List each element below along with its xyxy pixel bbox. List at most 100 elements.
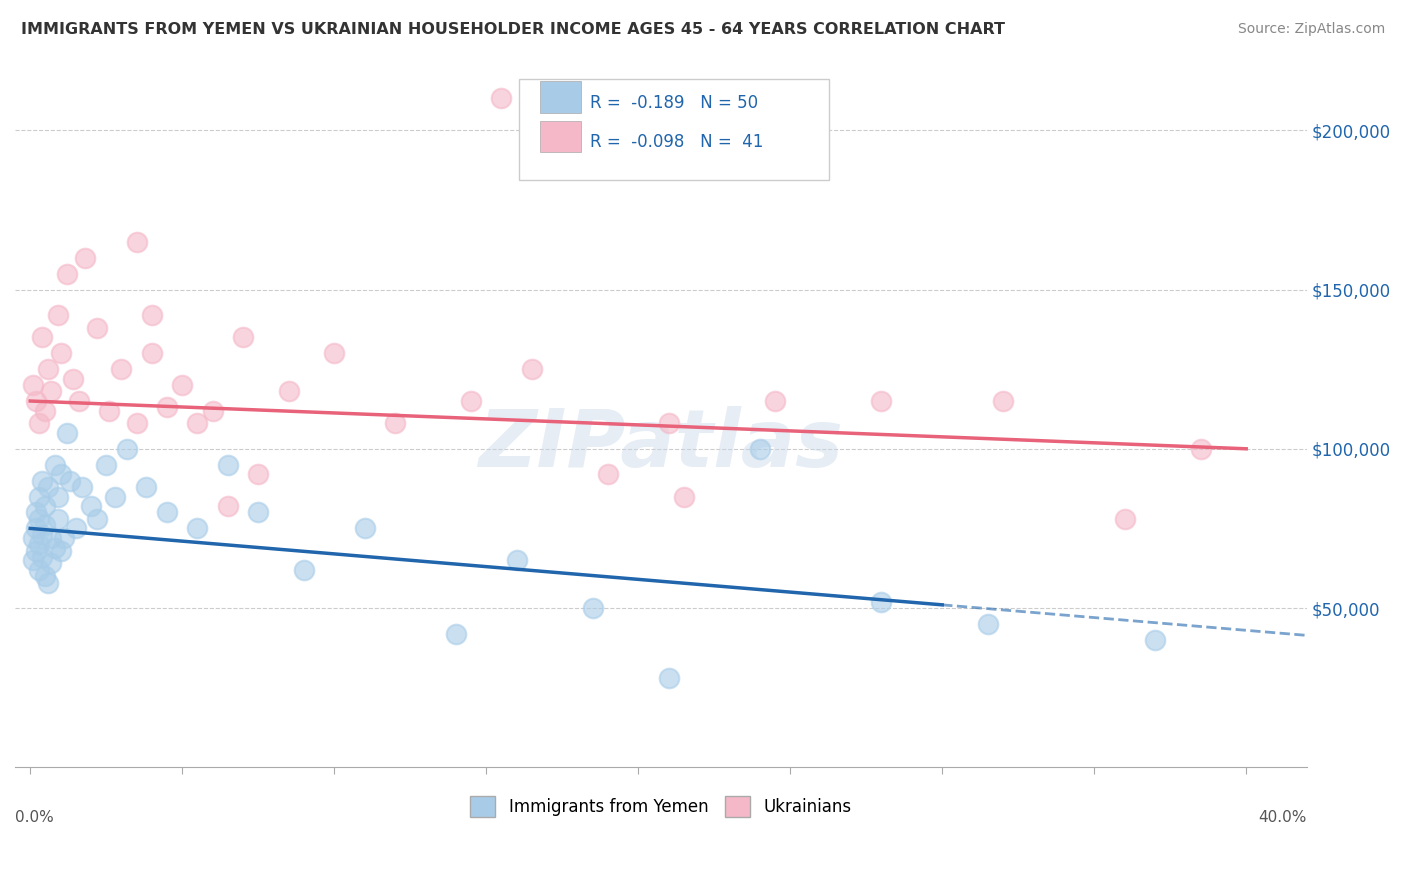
Point (86, 320, 108, 334)
Point (217, 458, 239, 472)
Point (186, 417, 208, 431)
Point (31, 528, 53, 542)
Point (55, 267, 77, 281)
Point (292, 563, 315, 577)
Point (49, 346, 72, 360)
Point (37, 362, 59, 376)
Point (1114, 512, 1136, 526)
Point (28, 490, 51, 504)
Point (22, 531, 45, 545)
Point (46, 512, 69, 526)
Text: 0.0%: 0.0% (15, 810, 53, 825)
Point (125, 417, 148, 431)
Point (763, 394, 786, 409)
Point (201, 403, 224, 417)
Point (70, 480, 93, 494)
Point (658, 671, 681, 685)
Point (65, 521, 87, 535)
Point (1143, 632, 1166, 647)
Point (384, 417, 406, 431)
Point (672, 490, 695, 504)
FancyBboxPatch shape (540, 121, 581, 153)
Point (156, 401, 179, 415)
Point (46, 308, 69, 322)
Point (104, 490, 127, 504)
Point (323, 346, 346, 360)
Point (80, 499, 103, 513)
Point (37, 480, 59, 494)
Point (232, 330, 254, 344)
Point (34, 499, 56, 513)
Text: Source: ZipAtlas.com: Source: ZipAtlas.com (1237, 22, 1385, 37)
Point (581, 601, 603, 615)
FancyBboxPatch shape (519, 79, 830, 179)
Text: 40.0%: 40.0% (1258, 810, 1308, 825)
Point (28, 512, 51, 526)
Point (172, 378, 194, 392)
Point (596, 467, 619, 482)
Point (55, 425, 77, 440)
Point (73, 251, 96, 265)
Point (25, 543, 48, 558)
Point (25, 506, 48, 520)
Point (25, 521, 48, 535)
Point (28, 417, 51, 431)
Point (870, 595, 893, 609)
Point (186, 521, 208, 535)
Point (491, 91, 513, 105)
Point (96, 458, 118, 472)
Point (31, 550, 53, 565)
Point (25, 394, 48, 409)
Point (991, 394, 1014, 409)
Point (37, 575, 59, 590)
Point (505, 553, 527, 567)
Point (34, 569, 56, 583)
Point (217, 499, 239, 513)
Point (22, 553, 45, 567)
Point (520, 362, 543, 376)
Point (31, 474, 53, 488)
Point (353, 521, 375, 535)
Point (49, 543, 72, 558)
Point (444, 626, 467, 640)
Point (41, 384, 63, 399)
Point (460, 394, 482, 409)
Point (22, 378, 45, 392)
Text: R =  -0.189   N = 50: R = -0.189 N = 50 (591, 94, 758, 112)
Point (44, 458, 66, 472)
Text: R =  -0.098   N =  41: R = -0.098 N = 41 (591, 133, 763, 151)
Point (98, 403, 121, 417)
Point (28, 563, 51, 577)
Point (125, 235, 148, 249)
Point (41, 531, 63, 545)
Point (135, 480, 157, 494)
Point (31, 330, 53, 344)
Point (141, 346, 163, 360)
Point (49, 467, 72, 482)
Text: IMMIGRANTS FROM YEMEN VS UKRAINIAN HOUSEHOLDER INCOME AGES 45 - 64 YEARS CORRELA: IMMIGRANTS FROM YEMEN VS UKRAINIAN HOUSE… (21, 22, 1005, 37)
Point (52, 531, 75, 545)
Text: ZIPatlas: ZIPatlas (478, 406, 844, 483)
Point (34, 403, 56, 417)
Point (977, 616, 1000, 631)
Point (44, 541, 66, 555)
Point (67, 394, 90, 409)
Point (1189, 442, 1212, 456)
Point (748, 442, 770, 456)
Point (277, 384, 299, 399)
Point (41, 557, 63, 571)
Point (110, 362, 132, 376)
FancyBboxPatch shape (540, 81, 581, 113)
Point (156, 506, 179, 520)
Point (59, 474, 82, 488)
Point (247, 506, 270, 520)
Point (247, 467, 270, 482)
Point (658, 417, 681, 431)
Point (86, 512, 108, 526)
Legend: Immigrants from Yemen, Ukrainians: Immigrants from Yemen, Ukrainians (464, 789, 858, 823)
Point (870, 394, 893, 409)
Point (46, 490, 69, 504)
Point (141, 308, 163, 322)
Point (34, 518, 56, 533)
Point (117, 442, 139, 456)
